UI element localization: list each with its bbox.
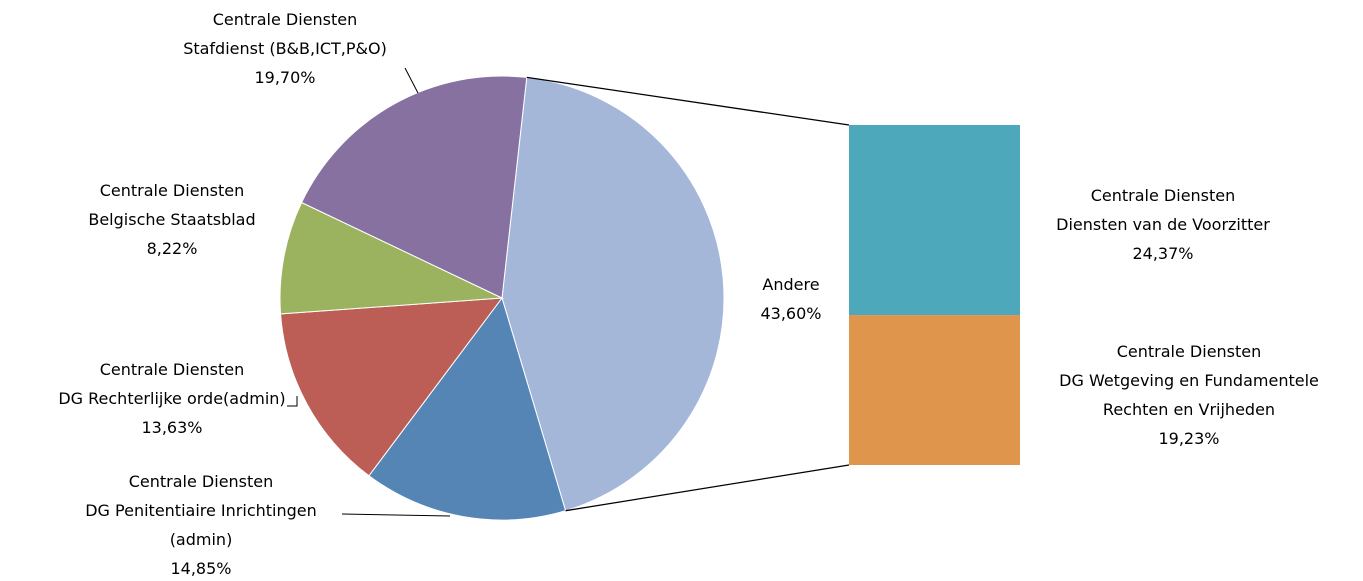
connector-line-bottom [565, 464, 850, 512]
data-labels: Andere 43,60% Centrale Diensten DG Penitent… [58, 10, 1319, 578]
data-label-rechterlijke: Centrale Diensten DG Rechterlijke orde(ad… [58, 360, 285, 437]
data-label-line: Centrale Diensten [1117, 342, 1262, 361]
data-label-stafdienst: Centrale Diensten Stafdienst (B&B,ICT,P&O… [183, 10, 387, 87]
data-label-line: 14,85% [170, 559, 231, 578]
data-label-line: DG Wetgeving en Fundamentele [1059, 371, 1319, 390]
breakout-connector-lines [526, 76, 850, 512]
bar-segment-wetgeving [849, 315, 1020, 465]
data-label-line: DG Rechterlijke orde(admin) [58, 389, 285, 408]
leader-line-stafdienst [404, 67, 419, 94]
data-label-staatsblad: Centrale Diensten Belgische Staatsblad 8,2… [88, 181, 255, 258]
leader-line-penitentiaire [341, 513, 451, 517]
data-label-line: 24,37% [1132, 244, 1193, 263]
pie-slices [279, 75, 725, 521]
breakout-bar [849, 125, 1020, 465]
data-label-line: Diensten van de Voorzitter [1056, 215, 1270, 234]
data-label-wetgeving: Centrale Diensten DG Wetgeving en Fundame… [1059, 342, 1319, 448]
data-label-line: Belgische Staatsblad [88, 210, 255, 229]
leader-lines [287, 67, 451, 517]
data-label-line: Centrale Diensten [100, 360, 245, 379]
data-label-line: Stafdienst (B&B,ICT,P&O) [183, 39, 387, 58]
data-label-line: DG Penitentiaire Inrichtingen [85, 501, 317, 520]
data-label-line: Andere [762, 275, 819, 294]
pie-slice-staatsblad [279, 201, 504, 315]
data-label-line: 19,70% [254, 68, 315, 87]
data-label-line: Centrale Diensten [129, 472, 274, 491]
data-label-line: Centrale Diensten [213, 10, 358, 29]
data-label-line: Centrale Diensten [1091, 186, 1236, 205]
data-label-line: 8,22% [147, 239, 198, 258]
pie-slice-rechterlijke [280, 297, 504, 477]
data-label-penitentiaire: Centrale Diensten DG Penitentiaire Inrich… [85, 472, 317, 578]
bar-segment-voorzitter [849, 125, 1020, 316]
leader-line-rechterlijke [287, 396, 298, 407]
data-label-line: Centrale Diensten [100, 181, 245, 200]
data-label-line: 13,63% [141, 418, 202, 437]
data-label-voorzitter: Centrale Diensten Diensten van de Voorzit… [1056, 186, 1270, 263]
data-label-line: Rechten en Vrijheden [1103, 400, 1275, 419]
pie-slice-penitentiaire [368, 296, 567, 521]
connector-line-top [526, 76, 850, 126]
data-label-line: 19,23% [1158, 429, 1219, 448]
data-label-line: 43,60% [760, 304, 821, 323]
pie-slice-andere [501, 76, 725, 512]
data-label-andere: Andere 43,60% [760, 275, 821, 323]
data-label-line: (admin) [170, 530, 233, 549]
pie-slice-stafdienst [300, 75, 528, 299]
